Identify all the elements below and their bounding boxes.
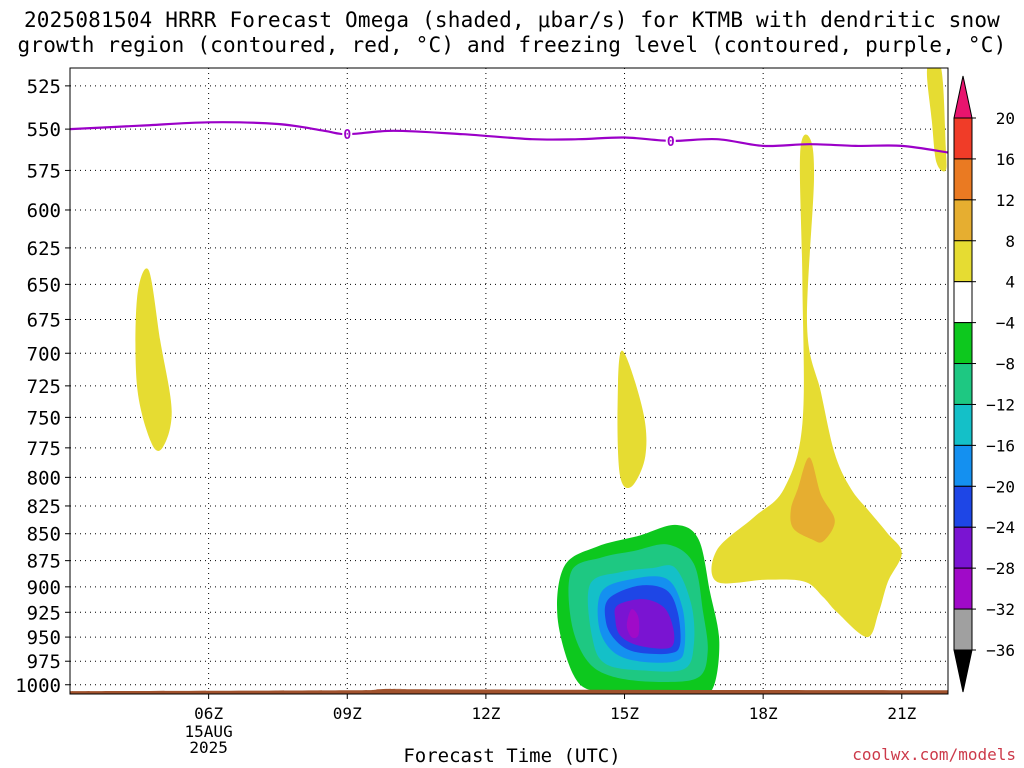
y-tick-label: 750 [27,407,61,429]
chart-title-line-2: growth region (contoured, red, °C) and f… [17,33,1007,57]
colorbar-box [953,281,973,324]
colorbar-label: −4 [996,314,1015,333]
y-tick-label: 1000 [15,675,61,697]
y-tick-label: 825 [27,496,61,518]
y-tick-label: 925 [27,602,61,624]
omega-region [926,68,947,172]
surface-band [70,688,948,694]
colorbar-label: 12 [996,191,1015,210]
x-axis-label: Forecast Time (UTC) [403,745,621,767]
x-tick-label: 21Z [887,704,916,723]
colorbar-box [953,608,973,651]
colorbar-box [953,240,973,283]
y-tick-label: 625 [27,238,61,260]
colorbar-label: −12 [986,395,1015,414]
y-tick-label: 600 [27,200,61,222]
colorbar-label: −16 [986,436,1015,455]
freezing-level-line [70,121,948,154]
colorbar-box [953,444,973,487]
y-tick-label: 900 [27,577,61,599]
colorbar-label: −20 [986,477,1015,496]
freezing-level-label-bg [342,127,353,142]
colorbar-box [953,363,973,405]
freezing-level-label-bg [665,133,676,148]
y-tick-label: 700 [27,343,61,365]
y-tick-label: 850 [27,524,61,546]
plot-frame [69,67,949,695]
omega-region [135,268,172,451]
x-tick-label: 12Z [471,704,500,723]
omega-region [614,599,675,649]
colorbar-triangle-bottom [953,649,973,693]
colorbar-box [953,199,973,242]
freezing-level-label: 0 [667,135,675,150]
y-axis: 525 550 575 600 625 650 675 700 725 750 775 800 825 8… [15,76,70,697]
x-date-label: 2025 [189,738,228,757]
colorbar-label: 8 [1005,232,1015,251]
colorbar-label: 16 [996,150,1015,169]
x-tick-label: 15Z [610,704,639,723]
y-tick-label: 725 [27,376,61,398]
colorbar-label: 4 [1005,273,1015,292]
colorbar-box [953,117,973,160]
omega-region [617,350,647,489]
colorbar-label: −24 [986,518,1015,537]
y-tick-label: 575 [27,160,61,182]
y-tick-label: 675 [27,309,61,331]
colorbar: 20 16 12 8 4 −4 −8 −12 −16 −20 −24 −28 −32 −36 [953,75,1015,693]
x-tick-label: 09Z [333,704,362,723]
colorbar-label: −36 [986,641,1015,660]
y-tick-label: 550 [27,119,61,141]
y-tick-label: 650 [27,274,61,296]
y-tick-label: 950 [27,627,61,649]
colorbar-box [953,526,973,569]
x-date-label: 15AUG [185,722,233,741]
chart-title-line-1: 2025081504 HRRR Forecast Omega (shaded, … [23,8,1001,32]
omega-region [790,457,835,543]
y-tick-label: 875 [27,551,61,573]
colorbar-label: 20 [996,109,1015,128]
omega-region [626,609,640,639]
colorbar-box [953,403,973,446]
colorbar-box [953,567,973,610]
colorbar-box [953,158,973,201]
colorbar-box [953,322,973,365]
omega-region [711,134,902,638]
chart-title: 2025081504 HRRR Forecast Omega (shaded, … [0,8,1024,58]
watermark: coolwx.com/models [852,745,1016,764]
colorbar-box [953,485,973,528]
colorbar-label: −32 [986,600,1015,619]
colorbar-label: −28 [986,559,1015,578]
y-tick-label: 775 [27,438,61,460]
colorbar-label: −8 [996,355,1015,374]
x-tick-label: 06Z [194,704,223,723]
y-tick-label: 525 [27,76,61,98]
omega-shading [70,68,948,694]
colorbar-triangle-top [953,75,973,119]
x-tick-label: 18Z [749,704,778,723]
freezing-level-label: 0 [343,128,351,143]
y-tick-label: 800 [27,467,61,489]
y-tick-label: 975 [27,651,61,673]
